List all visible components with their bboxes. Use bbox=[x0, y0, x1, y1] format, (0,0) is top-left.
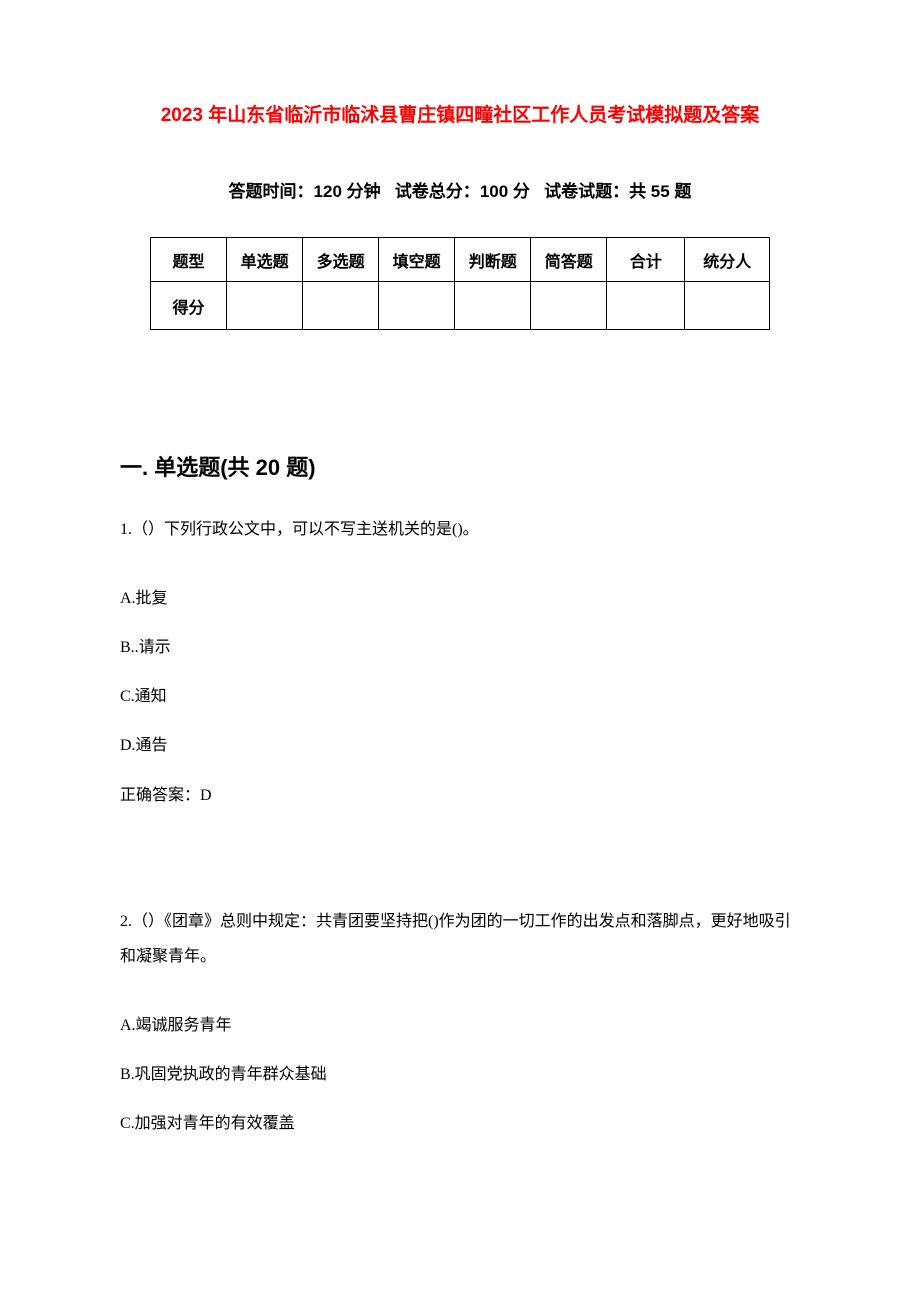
question-number: 2. bbox=[120, 913, 132, 930]
table-header-cell: 简答题 bbox=[531, 238, 607, 282]
total-value: 100 分 bbox=[480, 182, 530, 201]
answer-value: D bbox=[200, 787, 212, 804]
exam-title: 2023 年山东省临沂市临沭县曹庄镇四疃社区工作人员考试模拟题及答案 bbox=[120, 100, 800, 127]
answer-label: 正确答案： bbox=[120, 787, 200, 804]
question-block: 1.（）下列行政公文中，可以不写主送机关的是()。 A.批复 B..请示 C.通… bbox=[120, 512, 800, 814]
table-header-cell: 统分人 bbox=[685, 238, 770, 282]
question-prefix: （） bbox=[132, 521, 164, 538]
options-list: A.批复 B..请示 C.通知 D.通告 bbox=[120, 577, 800, 768]
table-score-row: 得分 bbox=[151, 282, 770, 330]
table-score-cell bbox=[455, 282, 531, 330]
option-item: B.巩固党执政的青年群众基础 bbox=[120, 1053, 800, 1098]
answer-line: 正确答案：D bbox=[120, 778, 800, 813]
table-score-cell bbox=[303, 282, 379, 330]
table-header-cell: 判断题 bbox=[455, 238, 531, 282]
count-label: 试卷试题： bbox=[544, 182, 629, 201]
option-item: B..请示 bbox=[120, 626, 800, 671]
table-header-cell: 合计 bbox=[607, 238, 685, 282]
option-item: A.竭诚服务青年 bbox=[120, 1004, 800, 1049]
table-header-row: 题型 单选题 多选题 填空题 判断题 简答题 合计 统分人 bbox=[151, 238, 770, 282]
exam-info: 答题时间：120 分钟 试卷总分：100 分 试卷试题：共 55 题 bbox=[120, 177, 800, 202]
table-header-cell: 单选题 bbox=[227, 238, 303, 282]
table-score-cell bbox=[379, 282, 455, 330]
table-score-cell bbox=[685, 282, 770, 330]
option-item: C.加强对青年的有效覆盖 bbox=[120, 1102, 800, 1147]
question-text: 1.（）下列行政公文中，可以不写主送机关的是()。 bbox=[120, 512, 800, 547]
table-row-label: 得分 bbox=[151, 282, 227, 330]
question-number: 1. bbox=[120, 521, 132, 538]
total-label: 试卷总分： bbox=[395, 182, 480, 201]
time-value: 120 分钟 bbox=[314, 182, 381, 201]
table-header-cell: 填空题 bbox=[379, 238, 455, 282]
option-item: C.通知 bbox=[120, 675, 800, 720]
table-header-cell: 题型 bbox=[151, 238, 227, 282]
question-text: 2.（）《团章》总则中规定：共青团要坚持把()作为团的一切工作的出发点和落脚点，… bbox=[120, 904, 800, 974]
question-body: 下列行政公文中，可以不写主送机关的是()。 bbox=[164, 521, 479, 538]
table-header-cell: 多选题 bbox=[303, 238, 379, 282]
table-score-cell bbox=[531, 282, 607, 330]
question-block: 2.（）《团章》总则中规定：共青团要坚持把()作为团的一切工作的出发点和落脚点，… bbox=[120, 904, 800, 1147]
count-value: 共 55 题 bbox=[629, 182, 691, 201]
time-label: 答题时间： bbox=[229, 182, 314, 201]
option-item: D.通告 bbox=[120, 724, 800, 769]
table-score-cell bbox=[607, 282, 685, 330]
table-score-cell bbox=[227, 282, 303, 330]
question-body: 《团章》总则中规定：共青团要坚持把()作为团的一切工作的出发点和落脚点，更好地吸… bbox=[120, 913, 791, 965]
section-heading: 一. 单选题(共 20 题) bbox=[120, 450, 800, 482]
option-item: A.批复 bbox=[120, 577, 800, 622]
question-prefix: （） bbox=[132, 913, 164, 930]
options-list: A.竭诚服务青年 B.巩固党执政的青年群众基础 C.加强对青年的有效覆盖 bbox=[120, 1004, 800, 1146]
score-table: 题型 单选题 多选题 填空题 判断题 简答题 合计 统分人 得分 bbox=[150, 237, 770, 330]
